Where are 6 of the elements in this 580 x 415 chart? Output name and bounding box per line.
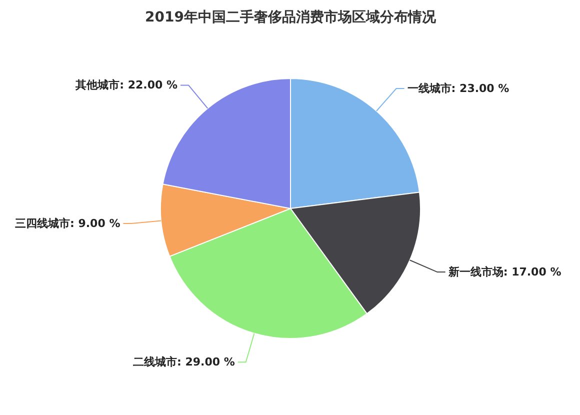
slice-label: 一线城市: 23.00 % bbox=[407, 82, 510, 95]
slice-label: 其他城市: 22.00 % bbox=[74, 78, 178, 92]
slice-label: 三四线城市: 9.00 % bbox=[14, 217, 120, 230]
chart-title: 2019年中国二手奢侈品消费市场区域分布情况 bbox=[145, 8, 437, 26]
slice-label: 二线城市: 29.00 % bbox=[132, 356, 235, 369]
slice-label: 新一线市场: 17.00 % bbox=[447, 266, 562, 279]
